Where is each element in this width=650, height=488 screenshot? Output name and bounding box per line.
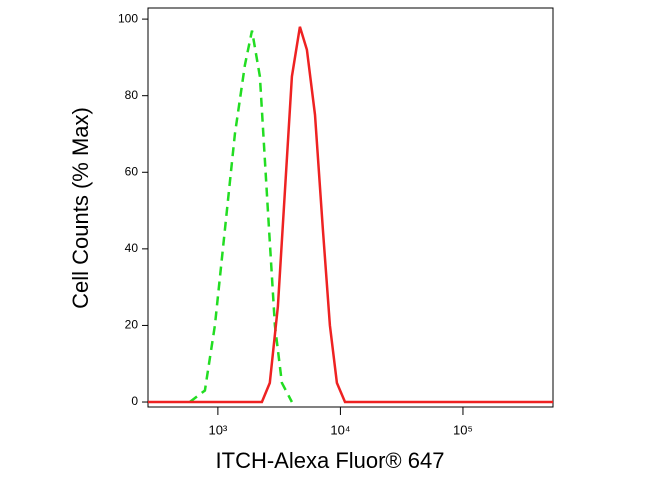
- y-tick-label: 80: [125, 88, 139, 102]
- x-tick-label: 10⁴: [330, 422, 350, 437]
- y-tick-label: 20: [125, 318, 139, 332]
- x-axis-label: ITCH-Alexa Fluor® 647: [216, 448, 445, 473]
- x-tick-label: 10³: [208, 422, 227, 437]
- series-line: [148, 26, 553, 404]
- x-tick-label: 10⁵: [453, 422, 473, 437]
- plot-frame: [147, 7, 554, 408]
- series-line: [189, 30, 294, 403]
- y-tick-label: 100: [118, 11, 138, 25]
- y-tick-label: 60: [125, 164, 139, 178]
- y-tick-label: 0: [131, 394, 138, 408]
- y-tick-label: 40: [125, 241, 139, 255]
- y-axis-label: Cell Counts (% Max): [68, 107, 93, 309]
